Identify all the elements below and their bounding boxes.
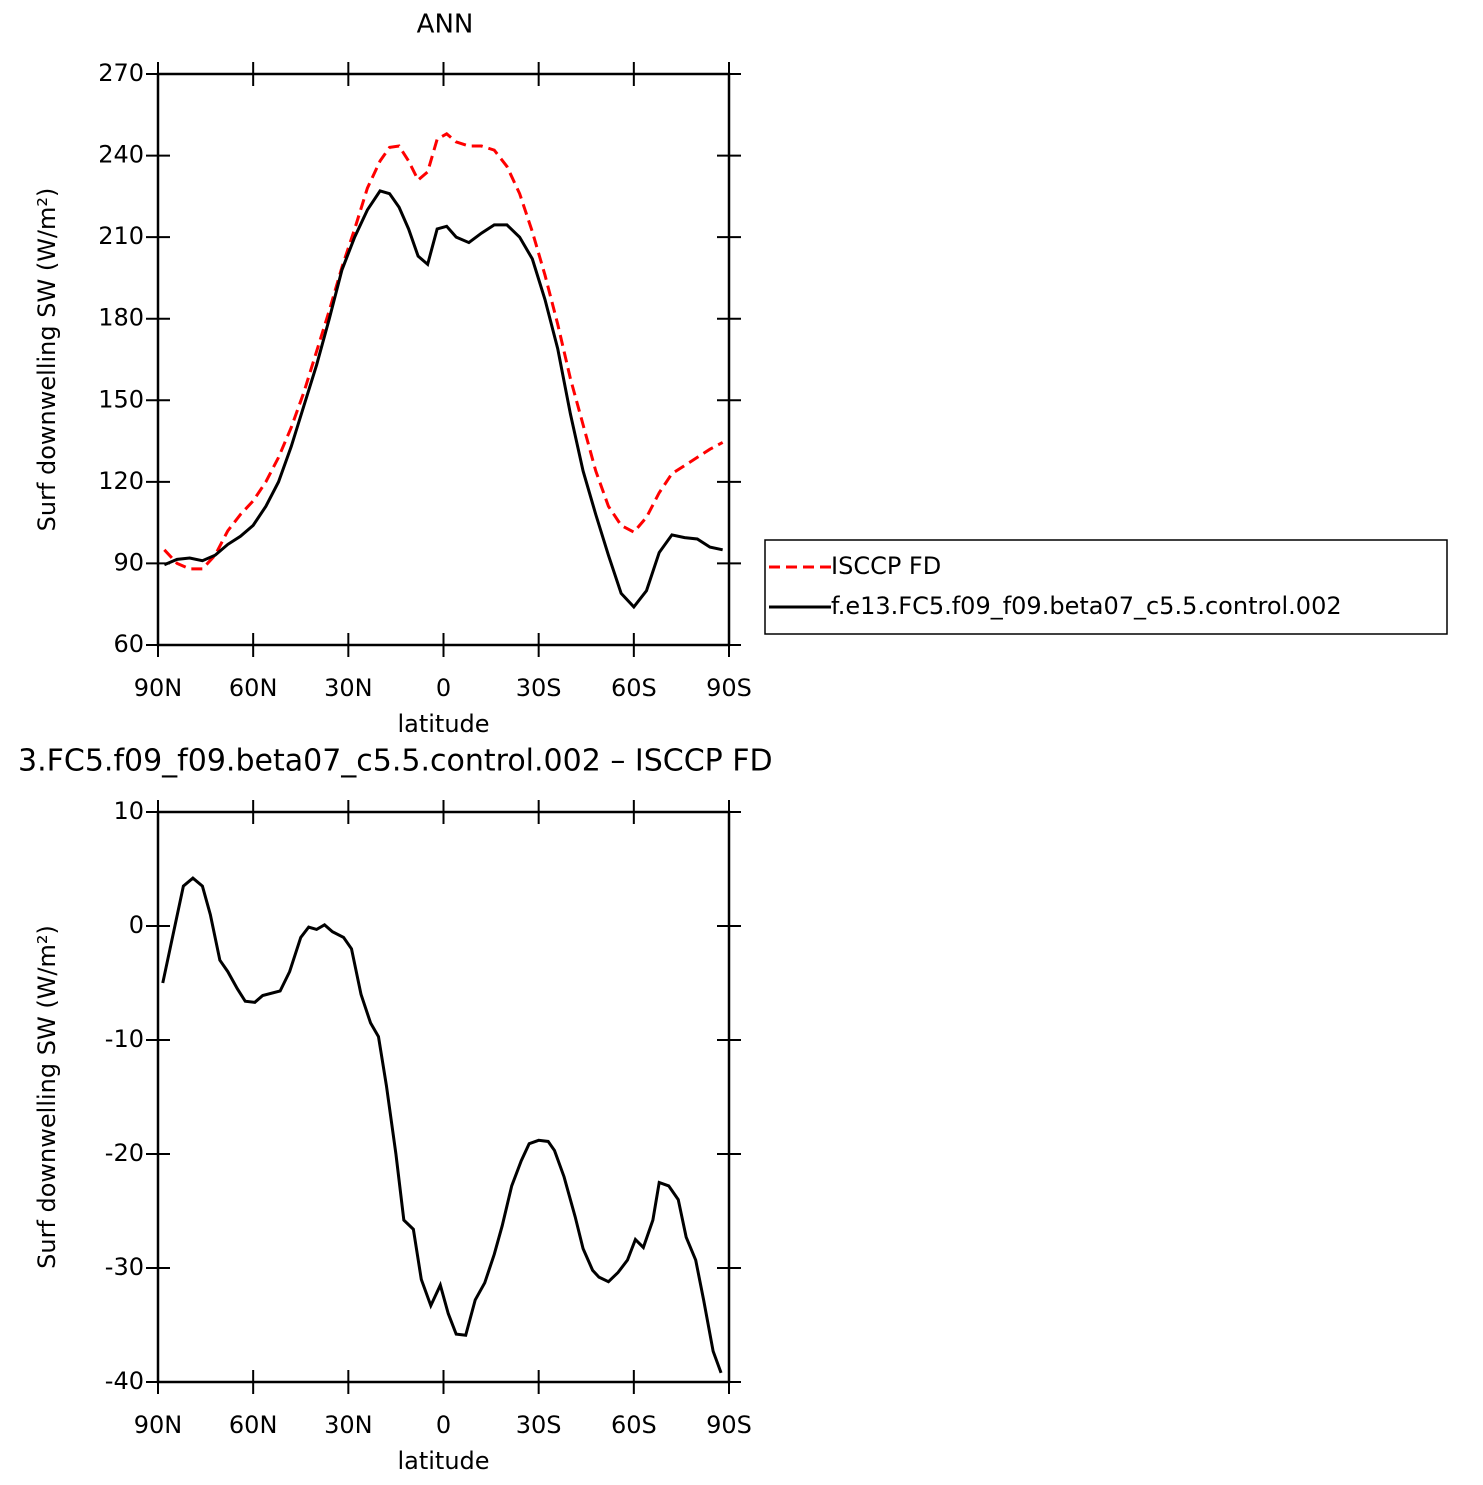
x-tick-label: 60S (611, 674, 657, 702)
y-tick-label: 180 (98, 304, 144, 332)
y-tick-label: 60 (113, 630, 144, 658)
x-tick-label: 30N (324, 674, 373, 702)
y-axis-label: Surf downwelling SW (W/m²) (33, 925, 61, 1269)
y-tick-label: -20 (105, 1139, 144, 1167)
y-tick-label: 120 (98, 467, 144, 495)
legend-label: f.e13.FC5.f09_f09.beta07_c5.5.control.00… (831, 592, 1342, 620)
x-tick-label: 30N (324, 1411, 373, 1439)
y-tick-label: 10 (113, 797, 144, 825)
chart-title: ANN (417, 10, 474, 40)
y-tick-label: 90 (113, 548, 144, 576)
y-tick-label: -40 (105, 1367, 144, 1395)
x-tick-label: 90N (134, 674, 183, 702)
x-tick-label: 0 (436, 1411, 451, 1439)
y-tick-label: 150 (98, 385, 144, 413)
y-axis-label: Surf downwelling SW (W/m²) (33, 188, 61, 532)
y-tick-label: -30 (105, 1253, 144, 1281)
x-tick-label: 60S (611, 1411, 657, 1439)
x-tick-label: 90S (706, 1411, 752, 1439)
legend-label: ISCCP FD (831, 552, 941, 580)
x-tick-label: 60N (229, 674, 278, 702)
data-line (163, 131, 724, 571)
x-tick-label: 30S (516, 674, 562, 702)
y-tick-label: 270 (98, 59, 144, 87)
x-tick-label: 90N (134, 1411, 183, 1439)
plot-frame (156, 810, 731, 1384)
x-axis-label: latitude (397, 1447, 489, 1475)
data-line (161, 876, 723, 1374)
chart-title: 3.FC5.f09_f09.beta07_c5.5.control.002 – … (18, 744, 773, 779)
legend-box (764, 539, 1448, 635)
y-tick-label: 210 (98, 222, 144, 250)
x-axis-label: latitude (397, 710, 489, 738)
y-tick-label: -10 (105, 1025, 144, 1053)
x-tick-label: 30S (516, 1411, 562, 1439)
x-tick-label: 0 (436, 674, 451, 702)
plot-frame (156, 72, 731, 647)
y-tick-label: 240 (98, 141, 144, 169)
x-tick-label: 60N (229, 1411, 278, 1439)
x-tick-label: 90S (706, 674, 752, 702)
data-line (163, 189, 723, 610)
y-tick-label: 0 (129, 911, 144, 939)
